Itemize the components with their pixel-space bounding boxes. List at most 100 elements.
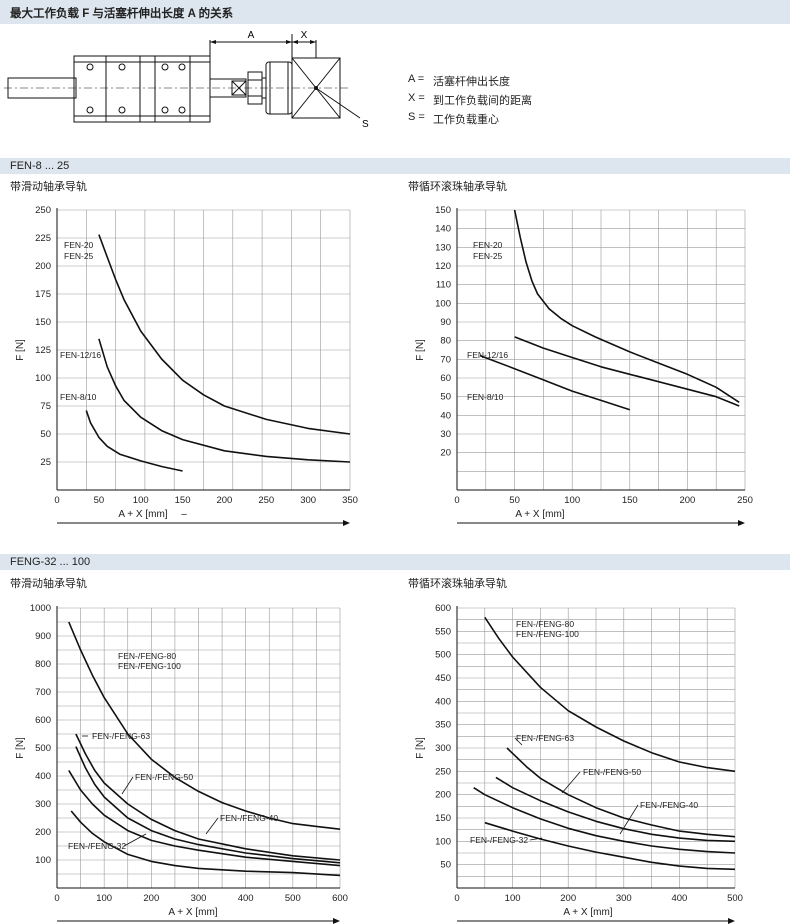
y-tick-label: 50 bbox=[40, 429, 51, 440]
legend-s-key: S = bbox=[408, 111, 425, 123]
dim-x-label: X bbox=[301, 30, 308, 41]
series-label: FEN-/FENG-80 bbox=[118, 651, 176, 661]
x-tick-label: 250 bbox=[258, 495, 274, 506]
y-axis-label: F [N] bbox=[415, 339, 426, 361]
x-arrow-head bbox=[738, 520, 745, 526]
x-tick-label: 400 bbox=[671, 893, 687, 904]
section-title-small: FEN-8 ... 25 bbox=[10, 160, 70, 172]
y-tick-label: 250 bbox=[35, 205, 51, 216]
y-tick-label: 130 bbox=[435, 242, 451, 253]
y-tick-label: 50 bbox=[440, 392, 451, 403]
x-tick-label: 300 bbox=[300, 495, 316, 506]
page-title: 最大工作负载 F 与活塞杆伸出长度 A 的关系 bbox=[10, 8, 234, 20]
series-label: FEN-/FENG-32 bbox=[68, 841, 126, 851]
y-tick-label: 90 bbox=[440, 317, 451, 328]
legend-a-text: 活塞杆伸出长度 bbox=[433, 76, 510, 88]
x-tick-label: 0 bbox=[54, 893, 59, 904]
y-tick-label: 350 bbox=[435, 720, 451, 731]
chart-3-title: 带滑动轴承导轨 bbox=[10, 578, 87, 590]
x-tick-label: 300 bbox=[191, 893, 207, 904]
dim-a-label: A bbox=[248, 30, 255, 41]
x-tick-label: 300 bbox=[616, 893, 632, 904]
y-tick-label: 30 bbox=[440, 429, 451, 440]
legend-s-text: 工作负载重心 bbox=[433, 114, 499, 126]
y-tick-label: 125 bbox=[35, 345, 51, 356]
y-tick-label: 500 bbox=[435, 650, 451, 661]
y-tick-label: 75 bbox=[40, 401, 51, 412]
x-tick-label: 200 bbox=[143, 893, 159, 904]
series-label: FEN-8/10 bbox=[467, 392, 504, 402]
x-tick-label: 150 bbox=[622, 495, 638, 506]
y-axis-label: F [N] bbox=[415, 737, 426, 759]
x-tick-label: 200 bbox=[679, 495, 695, 506]
label-leader-line bbox=[619, 804, 639, 835]
section-band-small bbox=[0, 158, 790, 174]
y-tick-label: 200 bbox=[35, 827, 51, 838]
chart-4-title: 带循环滚珠轴承导轨 bbox=[408, 578, 507, 590]
x-tick-label: 50 bbox=[509, 495, 520, 506]
x-tick-label: 100 bbox=[564, 495, 580, 506]
y-tick-label: 400 bbox=[35, 771, 51, 782]
y-tick-label: 70 bbox=[440, 354, 451, 365]
series-line-5 bbox=[70, 810, 341, 877]
y-tick-label: 500 bbox=[35, 743, 51, 754]
x-axis-label: A + X [mm] bbox=[515, 509, 564, 520]
y-tick-label: 1000 bbox=[30, 603, 51, 614]
series-label: FEN-12/16 bbox=[60, 350, 101, 360]
y-tick-label: 150 bbox=[435, 813, 451, 824]
x-tick-label: 0 bbox=[454, 495, 459, 506]
series-line-2 bbox=[98, 338, 351, 463]
series-label: FEN-/FENG-50 bbox=[135, 772, 193, 782]
x-tick-label: 100 bbox=[133, 495, 149, 506]
y-tick-label: 550 bbox=[435, 626, 451, 637]
y-axis-label: F [N] bbox=[15, 339, 26, 361]
x-tick-label: 350 bbox=[342, 495, 358, 506]
series-label: FEN-/FENG-100 bbox=[118, 661, 181, 671]
series-line-5 bbox=[484, 821, 736, 871]
label-leader-line bbox=[561, 771, 581, 794]
section-title-large: FENG-32 ... 100 bbox=[10, 556, 91, 568]
cylinder-diagram: A X S bbox=[4, 30, 369, 130]
y-tick-label: 900 bbox=[35, 631, 51, 642]
series-label: FEN-/FENG-63 bbox=[92, 731, 150, 741]
header-band bbox=[0, 0, 790, 24]
x-axis-label: A + X [mm] bbox=[168, 907, 217, 918]
series-line-4 bbox=[473, 787, 736, 854]
series-label: FEN-20 bbox=[64, 240, 94, 250]
series-line-2 bbox=[506, 747, 736, 838]
y-tick-label: 175 bbox=[35, 289, 51, 300]
y-tick-label: 100 bbox=[35, 373, 51, 384]
x-axis-label: A + X [mm] bbox=[118, 509, 167, 520]
x-tick-label: 250 bbox=[737, 495, 753, 506]
y-tick-label: 25 bbox=[40, 457, 51, 468]
series-label: FEN-/FENG-100 bbox=[516, 629, 579, 639]
x-tick-label: 0 bbox=[454, 893, 459, 904]
label-leader-line bbox=[529, 837, 543, 841]
section-band-large bbox=[0, 554, 790, 570]
y-tick-label: 100 bbox=[35, 855, 51, 866]
x-tick-label: 200 bbox=[560, 893, 576, 904]
legend-x-text: 到工作负载间的距离 bbox=[433, 95, 532, 107]
series-line-3 bbox=[479, 354, 631, 411]
y-tick-label: 140 bbox=[435, 224, 451, 235]
chart-2-title: 带循环滚珠轴承导轨 bbox=[408, 181, 507, 193]
legend-x-key: X = bbox=[408, 92, 425, 104]
x-axis-extra-mark: – bbox=[181, 509, 187, 520]
y-tick-label: 100 bbox=[435, 298, 451, 309]
point-s-label: S bbox=[362, 119, 369, 130]
x-tick-label: 400 bbox=[238, 893, 254, 904]
series-label: FEN-/FENG-50 bbox=[583, 767, 641, 777]
y-tick-label: 250 bbox=[435, 766, 451, 777]
series-label: FEN-8/10 bbox=[60, 392, 97, 402]
x-arrow-head bbox=[343, 520, 350, 526]
y-axis-label: F [N] bbox=[15, 737, 26, 759]
y-tick-label: 400 bbox=[435, 696, 451, 707]
series-line-3 bbox=[75, 746, 341, 864]
y-tick-label: 300 bbox=[35, 799, 51, 810]
y-tick-label: 450 bbox=[435, 673, 451, 684]
series-label: FEN-/FENG-40 bbox=[220, 813, 278, 823]
series-label: FEN-12/16 bbox=[467, 350, 508, 360]
y-tick-label: 600 bbox=[435, 603, 451, 614]
x-tick-label: 600 bbox=[332, 893, 348, 904]
